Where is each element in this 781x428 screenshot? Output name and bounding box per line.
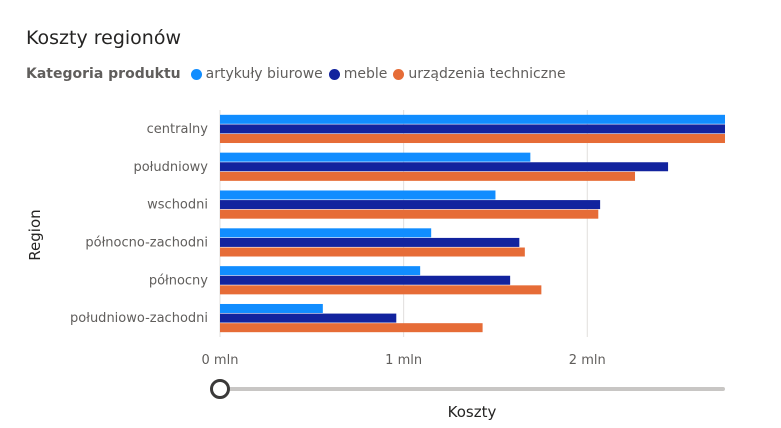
y-tick-label: północny <box>149 273 208 288</box>
legend-title: Kategoria produktu <box>26 66 181 82</box>
chart-title: Koszty regionów <box>26 27 181 49</box>
bar <box>220 200 601 210</box>
bar <box>220 152 531 162</box>
y-tick-label: wschodni <box>147 198 208 213</box>
bar <box>220 303 323 313</box>
bar <box>220 266 421 276</box>
bar <box>220 124 725 134</box>
y-tick-label: południowo-zachodni <box>70 311 208 326</box>
bar <box>220 313 397 323</box>
bar <box>220 209 599 219</box>
bar <box>220 171 636 181</box>
bar <box>220 275 511 285</box>
x-tick-label: 1 mln <box>385 353 422 368</box>
bar <box>220 237 520 247</box>
legend-label: urządzenia techniczne <box>408 66 566 82</box>
bar <box>220 285 542 295</box>
legend-item-furniture[interactable]: meble <box>328 66 388 82</box>
zoom-slider-track[interactable] <box>220 387 725 391</box>
legend-dot-icon <box>393 68 405 80</box>
x-axis-label: Koszty <box>447 403 497 421</box>
legend-item-office-supplies[interactable]: artykuły biurowe <box>190 66 323 82</box>
bar <box>220 247 525 257</box>
y-tick-label: centralny <box>147 122 209 137</box>
legend-label: meble <box>343 66 388 82</box>
bar <box>220 323 483 333</box>
legend-label: artykuły biurowe <box>205 66 323 82</box>
legend: Kategoria produktu artykuły biurowe mebl… <box>26 64 572 84</box>
bar <box>220 162 669 172</box>
y-tick-label: południowy <box>133 160 208 175</box>
bar <box>220 228 432 238</box>
x-tick-label: 0 mln <box>202 353 239 368</box>
x-tick-label: 2 mln <box>569 353 606 368</box>
bar <box>220 114 725 124</box>
legend-dot-icon <box>328 68 340 80</box>
legend-item-technology[interactable]: urządzenia techniczne <box>393 66 566 82</box>
bar <box>220 134 725 144</box>
bar <box>220 190 496 200</box>
legend-dot-icon <box>190 68 202 80</box>
zoom-slider-handle[interactable] <box>210 379 230 399</box>
y-tick-label: północno-zachodni <box>85 235 208 250</box>
